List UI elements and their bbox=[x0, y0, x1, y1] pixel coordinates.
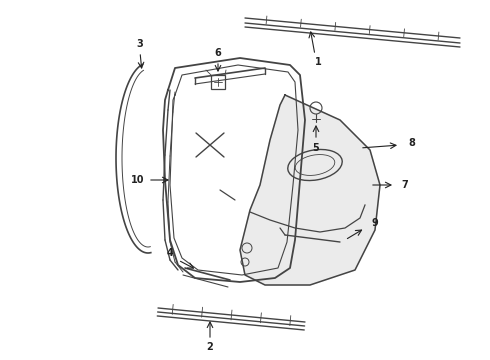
Text: 10: 10 bbox=[131, 175, 145, 185]
Text: 9: 9 bbox=[371, 218, 378, 228]
Polygon shape bbox=[240, 95, 380, 285]
Text: 6: 6 bbox=[215, 48, 221, 58]
Text: 5: 5 bbox=[313, 143, 319, 153]
Text: 2: 2 bbox=[207, 342, 213, 352]
Text: 8: 8 bbox=[409, 138, 416, 148]
Text: 7: 7 bbox=[402, 180, 408, 190]
Text: 1: 1 bbox=[315, 57, 321, 67]
Bar bbox=[211, 75, 225, 89]
Text: 3: 3 bbox=[137, 39, 144, 49]
Text: 4: 4 bbox=[167, 248, 173, 258]
